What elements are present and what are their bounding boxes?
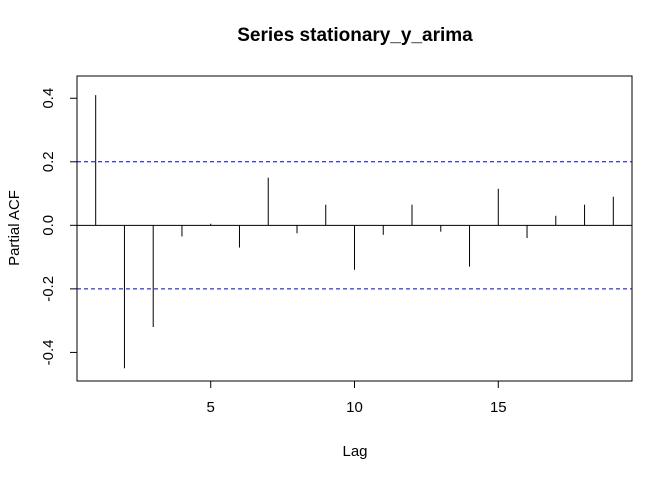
x-tick-label-10: 10 (346, 399, 363, 416)
x-tick-label-5: 5 (207, 399, 215, 416)
y-tick-label-3: 0.2 (40, 151, 57, 172)
chart-title: Series stationary_y_arima (237, 25, 473, 46)
x-axis: 5 10 15 (207, 381, 507, 416)
x-tick-label-15: 15 (490, 399, 507, 416)
pacf-bars (95, 95, 614, 369)
y-tick-label-1: -0.2 (40, 276, 57, 302)
y-axis-label: Partial ACF (6, 190, 23, 266)
y-tick-label-2: 0.0 (40, 215, 57, 236)
x-axis-label: Lag (342, 443, 367, 460)
confidence-bounds (77, 161, 632, 290)
y-tick-label-0: -0.4 (40, 339, 57, 365)
y-axis: -0.4 -0.2 0.0 0.2 0.4 (40, 88, 77, 365)
y-tick-label-4: 0.4 (40, 88, 57, 109)
